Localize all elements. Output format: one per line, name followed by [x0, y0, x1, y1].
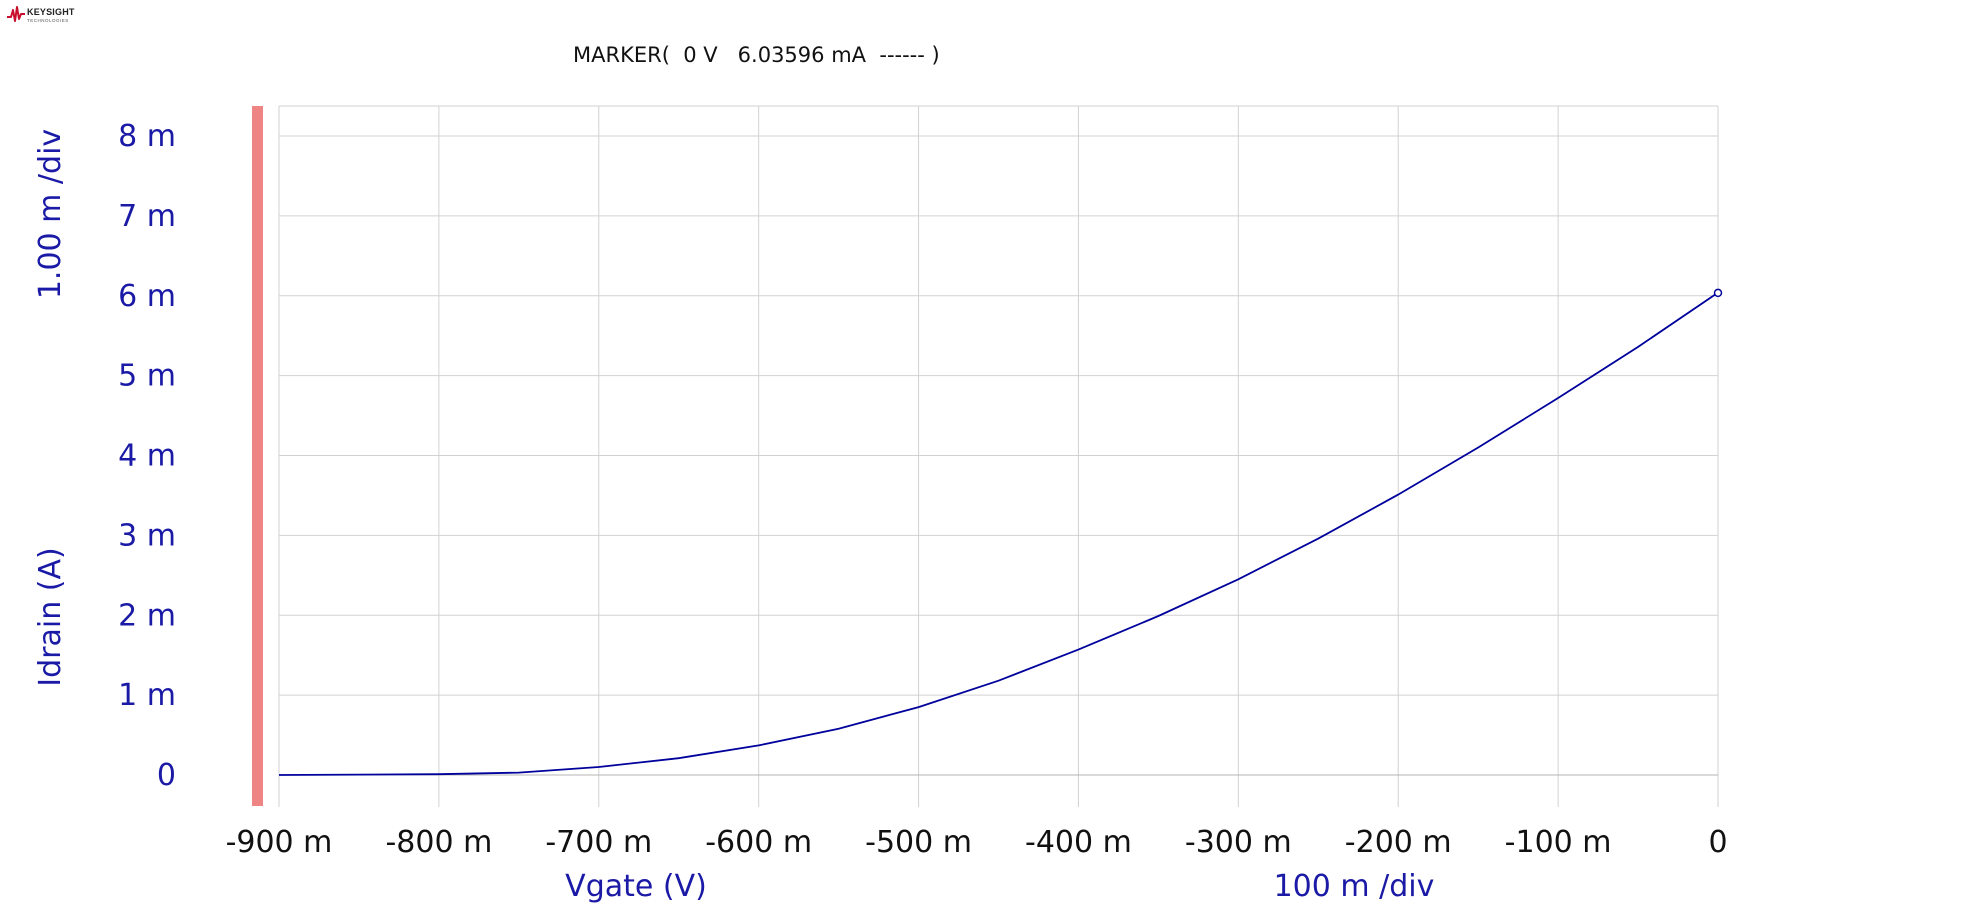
- x-tick-label: -300 m: [1185, 825, 1292, 860]
- x-axis-label: Vgate (V): [565, 869, 707, 904]
- y-tick-label: 2 m: [118, 598, 176, 633]
- y-div-label: 1.00 m /div: [33, 129, 68, 299]
- y-tick-label: 5 m: [118, 359, 176, 394]
- y-tick-label: 6 m: [118, 279, 176, 314]
- x-tick-label: -600 m: [705, 825, 812, 860]
- x-div-label: 100 m /div: [1274, 869, 1435, 904]
- y-tick-label: 1 m: [118, 678, 176, 713]
- keysight-logo: KEYSIGHT TECHNOLOGIES: [6, 6, 96, 28]
- y-tick-label: 4 m: [118, 439, 176, 474]
- x-tick-label: -700 m: [545, 825, 652, 860]
- y-tick-label: 7 m: [118, 199, 176, 234]
- keysight-wave-icon: [7, 6, 25, 22]
- idrain-trace: [278, 291, 1719, 776]
- marker-readout: MARKER( 0 V 6.03596 mA ------ ): [573, 43, 940, 67]
- y-tick-label: 8 m: [118, 119, 176, 154]
- tick-labels: -900 m -800 m -700 m -600 m -500 m -400 m -300…: [118, 119, 1727, 860]
- x-tick-label: -100 m: [1505, 825, 1612, 860]
- logo-sub-text: TECHNOLOGIES: [27, 18, 69, 23]
- x-tick-label: 0: [1708, 825, 1727, 860]
- y-axis-label: Idrain (A): [33, 547, 68, 686]
- x-tick-label: -500 m: [865, 825, 972, 860]
- y-tick-label: 0: [157, 758, 176, 793]
- x-tick-label: -800 m: [385, 825, 492, 860]
- grid-lines: [278, 105, 1719, 807]
- x-tick-label: -400 m: [1025, 825, 1132, 860]
- y-axis-indicator-bar: [252, 106, 263, 806]
- marker-point[interactable]: [1713, 288, 1723, 298]
- logo-brand-text: KEYSIGHT: [27, 7, 75, 17]
- x-tick-label: -200 m: [1345, 825, 1452, 860]
- y-tick-label: 3 m: [118, 518, 176, 553]
- x-tick-label: -900 m: [226, 825, 333, 860]
